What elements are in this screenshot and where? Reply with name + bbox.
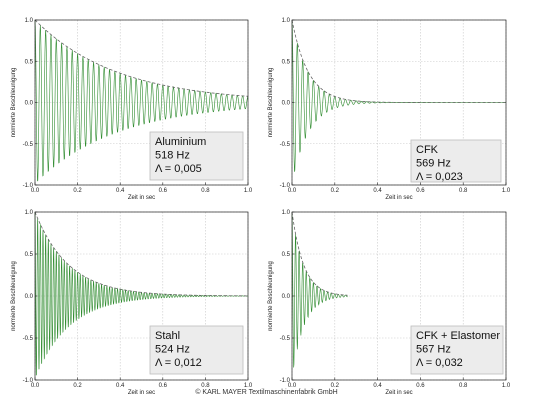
x-tick-label: 1.0 — [502, 383, 511, 389]
envelope-line — [34, 19, 249, 97]
y-axis-label: normierte Beschleunigung — [268, 261, 274, 331]
y-tick-label: 1.0 — [282, 18, 291, 24]
x-tick-label: 0.0 — [288, 188, 297, 194]
damping-label: Λ = 0,012 — [155, 357, 202, 369]
y-tick-label: 1.0 — [25, 18, 34, 24]
info-box-background — [410, 139, 502, 183]
x-tick-label: 0.4 — [116, 188, 125, 194]
y-axis-label: normierte Beschleunigung — [11, 261, 17, 331]
x-tick-label: 0.4 — [373, 188, 382, 194]
y-tick-label: -0.5 — [23, 336, 34, 342]
x-axis-label: Zeit in sec — [385, 195, 412, 201]
info-box-background — [149, 131, 244, 181]
info-box: Stahl 524 HzΛ = 0,012 — [149, 325, 244, 375]
chart-panel-4: 0.0 0.2 0.4 0.6 0.8 1.0 1.0 0.5 0.0 -0.5 -1.0 Zeit … — [268, 210, 511, 396]
x-tick-label: 0.6 — [159, 383, 168, 389]
x-tick-label: 0.0 — [288, 383, 297, 389]
y-tick-label: -0.5 — [280, 142, 291, 148]
y-tick-label: -0.5 — [280, 336, 291, 342]
damping-label: Λ = 0,005 — [155, 163, 202, 175]
x-tick-label: 1.0 — [244, 188, 253, 194]
damping-label: Λ = 0,032 — [416, 357, 463, 369]
info-box: Aluminium 518 HzΛ = 0,005 — [149, 131, 244, 181]
envelope-line — [291, 19, 506, 103]
x-tick-label: 0.0 — [31, 383, 40, 389]
y-tick-label: 0.0 — [25, 294, 34, 300]
y-tick-label: 0.0 — [25, 101, 34, 107]
y-axis-label: normierte Beschleunigung — [11, 68, 17, 138]
x-tick-label: 0.0 — [31, 188, 40, 194]
damping-label: Λ = 0,023 — [416, 171, 463, 183]
x-tick-label: 0.8 — [459, 383, 468, 389]
y-axis-label: normierte Beschleunigung — [268, 68, 274, 138]
y-tick-label: -1.0 — [23, 183, 34, 189]
x-tick-label: 1.0 — [244, 383, 253, 389]
y-tick-label: 0.5 — [282, 252, 291, 258]
x-tick-label: 0.8 — [459, 188, 468, 194]
x-tick-label: 0.2 — [331, 383, 340, 389]
envelope-line — [34, 211, 248, 297]
frequency-label: 567 Hz — [416, 344, 451, 356]
frequency-label: 518 Hz — [155, 150, 190, 162]
y-tick-label: 1.0 — [282, 210, 291, 216]
frequency-label: 524 Hz — [155, 344, 190, 356]
x-tick-label: 0.2 — [73, 383, 82, 389]
y-tick-label: 1.0 — [25, 210, 34, 216]
y-tick-label: 0.5 — [282, 59, 291, 65]
material-label: Stahl — [155, 330, 180, 342]
info-box: CFK 569 HzΛ = 0,023 — [410, 139, 502, 183]
info-box-background — [149, 325, 244, 375]
x-axis-label: Zeit in sec — [128, 195, 155, 201]
material-label: CFK — [416, 144, 439, 156]
x-tick-label: 0.2 — [73, 188, 82, 194]
y-tick-label: 0.0 — [282, 101, 291, 107]
x-tick-label: 0.2 — [331, 188, 340, 194]
chart-panel-1: 0.0 0.2 0.4 0.6 0.8 1.0 1.0 0.5 0.0 -0.5 -1.0 Zeit … — [11, 18, 253, 201]
material-label: Aluminium — [155, 136, 206, 148]
y-tick-label: -0.5 — [23, 142, 34, 148]
x-tick-label: 0.6 — [416, 188, 425, 194]
x-axis-label: Zeit in sec — [385, 390, 412, 396]
y-tick-label: -1.0 — [280, 183, 291, 189]
x-tick-label: 1.0 — [502, 188, 511, 194]
y-tick-label: -1.0 — [280, 378, 291, 384]
info-box: CFK + Elastomer 567 HzΛ = 0,032 — [410, 325, 504, 375]
chart-panel-3: 0.0 0.2 0.4 0.6 0.8 1.0 1.0 0.5 0.0 -0.5 -1.0 Zeit … — [11, 210, 253, 396]
x-tick-label: 0.4 — [373, 383, 382, 389]
x-axis-label: Zeit in sec — [128, 390, 155, 396]
x-tick-label: 0.8 — [201, 188, 210, 194]
x-tick-label: 0.6 — [159, 188, 168, 194]
y-tick-label: -1.0 — [23, 378, 34, 384]
x-tick-label: 0.8 — [201, 383, 210, 389]
y-tick-label: 0.5 — [25, 252, 34, 258]
info-box-background — [410, 325, 504, 375]
signal-line — [34, 19, 249, 182]
envelope-line — [291, 211, 348, 296]
material-label: CFK + Elastomer — [416, 330, 500, 342]
x-tick-label: 0.6 — [416, 383, 425, 389]
y-tick-label: 0.5 — [25, 59, 34, 65]
copyright-text: © KARL MAYER Textilmaschinenfabrik GmbH — [195, 389, 338, 396]
frequency-label: 569 Hz — [416, 158, 451, 170]
y-tick-label: 0.0 — [282, 294, 291, 300]
chart-panel-2: 0.0 0.2 0.4 0.6 0.8 1.0 1.0 0.5 0.0 -0.5 -1.0 Zeit … — [268, 18, 511, 201]
x-tick-label: 0.4 — [116, 383, 125, 389]
